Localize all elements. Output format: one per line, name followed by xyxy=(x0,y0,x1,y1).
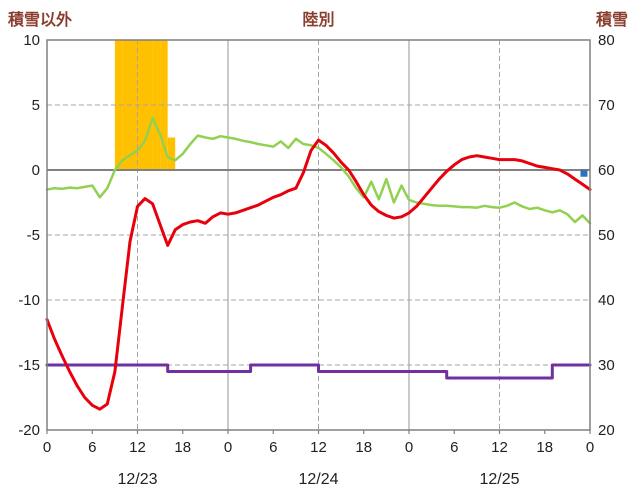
snowfall-bar xyxy=(152,40,161,170)
x-hour-tick-label: 0 xyxy=(405,439,413,456)
x-hour-tick-label: 18 xyxy=(174,439,191,456)
y-right-tick-label: 30 xyxy=(598,357,615,374)
snowfall-bar xyxy=(129,40,138,170)
y-left-tick-label: 10 xyxy=(23,32,40,49)
y-left-tick-label: 0 xyxy=(32,162,40,179)
y-left-tick-label: -20 xyxy=(18,422,40,439)
x-hour-tick-label: 18 xyxy=(355,439,372,456)
left-axis-title: 積雪以外 xyxy=(8,12,73,29)
x-hour-tick-label: 18 xyxy=(536,439,553,456)
purple-line xyxy=(45,363,592,380)
y-right-tick-label: 50 xyxy=(598,227,615,244)
snowfall-bar xyxy=(167,137,176,170)
y-right-tick-label: 80 xyxy=(598,32,615,49)
x-hour-tick-label: 6 xyxy=(269,439,277,456)
snowfall-bar xyxy=(137,40,146,170)
green-line xyxy=(45,116,592,225)
x-date-label: 12/23 xyxy=(117,471,157,488)
y-right-tick-label: 40 xyxy=(598,292,615,309)
y-right-tick-label: 20 xyxy=(598,422,615,439)
x-hour-tick-label: 12 xyxy=(491,439,508,456)
chart-title: 陸別 xyxy=(302,12,335,29)
x-hour-tick-label: 12 xyxy=(310,439,327,456)
y-left-tick-label: -5 xyxy=(27,227,40,244)
red-line xyxy=(45,138,592,411)
x-date-label: 12/24 xyxy=(298,471,338,488)
blue-marker xyxy=(580,169,588,177)
snowfall-bar xyxy=(114,40,123,170)
snowfall-bar xyxy=(122,40,130,170)
y-left-tick-label: -15 xyxy=(18,357,40,374)
right-axis-title: 積雪 xyxy=(595,12,628,29)
x-hour-tick-label: 0 xyxy=(43,439,51,456)
x-hour-tick-label: 6 xyxy=(450,439,458,456)
x-hour-tick-label: 6 xyxy=(88,439,96,456)
y-right-tick-label: 60 xyxy=(598,162,615,179)
y-right-tick-label: 70 xyxy=(598,97,615,114)
x-hour-tick-label: 0 xyxy=(586,439,594,456)
y-left-tick-label: -10 xyxy=(18,292,40,309)
x-hour-tick-label: 12 xyxy=(129,439,146,456)
snowfall-bar xyxy=(145,40,153,170)
x-hour-tick-label: 0 xyxy=(224,439,232,456)
x-date-label: 12/25 xyxy=(479,471,519,488)
y-left-tick-label: 5 xyxy=(32,97,40,114)
